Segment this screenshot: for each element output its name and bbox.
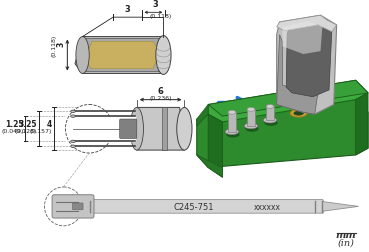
Polygon shape [208,80,368,122]
Polygon shape [79,39,165,72]
Polygon shape [286,21,332,97]
Ellipse shape [294,111,303,115]
Polygon shape [208,80,368,116]
Text: 3: 3 [124,5,130,14]
FancyBboxPatch shape [120,119,137,138]
Polygon shape [85,41,161,69]
Ellipse shape [247,107,255,111]
Text: (0.157): (0.157) [30,129,52,134]
Text: 4: 4 [47,120,52,129]
Ellipse shape [264,120,277,126]
Ellipse shape [245,126,259,132]
FancyBboxPatch shape [162,107,167,150]
Text: (0.128): (0.128) [14,129,37,134]
Ellipse shape [71,110,75,112]
Polygon shape [197,155,223,177]
Text: 3.25: 3.25 [18,120,37,129]
Polygon shape [197,100,368,168]
Text: 1.25: 1.25 [5,120,24,129]
Polygon shape [277,15,337,114]
Ellipse shape [76,37,89,73]
Text: xxxxxx: xxxxxx [254,203,281,212]
Ellipse shape [177,107,192,150]
Polygon shape [266,106,274,120]
Ellipse shape [266,105,274,108]
Ellipse shape [226,132,239,138]
Text: C245-751: C245-751 [174,203,214,212]
FancyBboxPatch shape [52,195,94,218]
Text: (0.236): (0.236) [149,96,172,101]
Polygon shape [356,93,368,155]
Ellipse shape [263,117,277,123]
Ellipse shape [225,129,239,135]
Polygon shape [228,112,236,132]
FancyBboxPatch shape [89,200,323,213]
Text: mm: mm [336,231,356,240]
Polygon shape [137,107,184,150]
Text: (0.118): (0.118) [149,14,172,19]
FancyBboxPatch shape [73,203,83,210]
Ellipse shape [290,109,307,117]
Text: 6: 6 [158,87,163,96]
Polygon shape [208,114,223,177]
Polygon shape [277,35,318,114]
Ellipse shape [225,129,239,135]
Ellipse shape [228,110,236,114]
Ellipse shape [156,36,171,74]
Ellipse shape [130,107,144,150]
Ellipse shape [71,145,75,147]
Polygon shape [323,202,359,211]
Text: (in): (in) [338,239,355,248]
Text: (0.049): (0.049) [1,129,24,134]
Ellipse shape [71,140,75,143]
Polygon shape [282,21,323,54]
Polygon shape [277,15,337,32]
Ellipse shape [263,117,277,123]
Text: 3: 3 [153,1,159,9]
Polygon shape [75,37,170,73]
Polygon shape [247,109,255,126]
Ellipse shape [244,123,258,129]
Text: (0.118): (0.118) [52,35,56,57]
Ellipse shape [71,115,75,117]
Polygon shape [197,105,208,126]
Text: 3: 3 [56,42,65,47]
Ellipse shape [244,123,258,129]
